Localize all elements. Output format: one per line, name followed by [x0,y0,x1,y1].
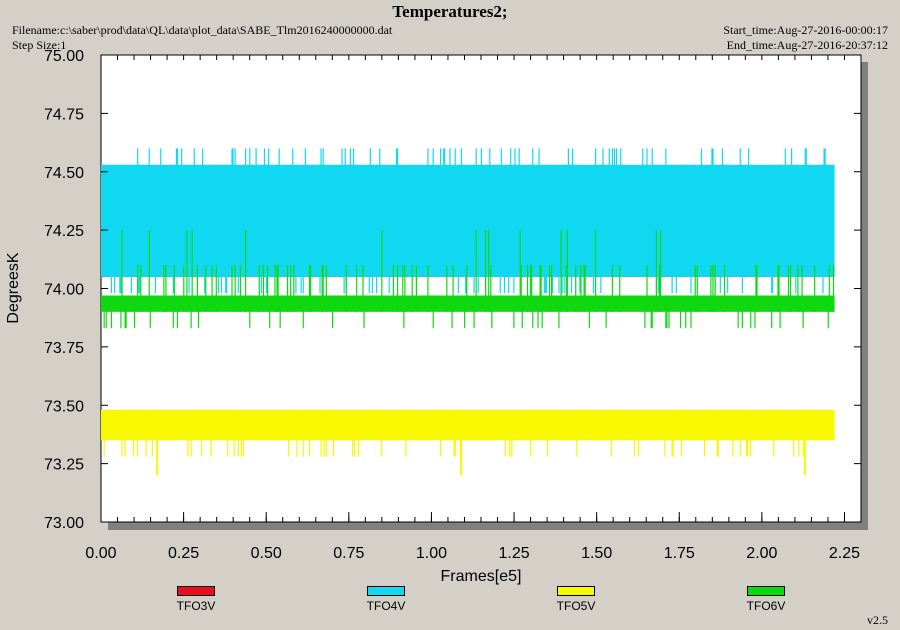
y-tick-label-0: 73.00 [44,515,84,532]
legend-swatch-tfo5v [557,586,595,596]
x-tick-label-8: 2.00 [746,545,777,562]
x-tick-label-0: 0.00 [85,545,116,562]
y-tick-label-6: 74.50 [44,165,84,182]
x-tick-label-2: 0.50 [251,545,282,562]
filename-label: Filename:c:\saber\prod\data\QL\data\plot… [12,23,393,37]
x-tick-label-9: 2.25 [829,545,860,562]
legend-item-tfo4v: TFO4V [346,586,426,613]
x-tick-label-4: 1.00 [416,545,447,562]
x-tick-label-5: 1.25 [498,545,529,562]
step-size-label: Step Size:1 [12,38,67,52]
x-axis-label: Frames[e5] [441,568,522,585]
series-band-tfo4v [101,164,835,277]
y-tick-label-5: 74.25 [44,223,84,240]
end-time-label: End_time:Aug-27-2016-20:37:12 [726,38,888,52]
x-tick-label-6: 1.50 [581,545,612,562]
y-tick-label-3: 73.75 [44,340,84,357]
x-tick-label-3: 0.75 [333,545,364,562]
y-tick-label-8: 75.00 [44,48,84,65]
legend-label-tfo5v: TFO5V [556,599,596,613]
legend-label-tfo4v: TFO4V [366,599,406,613]
series-tfo6v [101,230,835,329]
legend-label-tfo6v: TFO6V [746,599,786,613]
y-tick-label-1: 73.25 [44,457,84,474]
legend-swatch-tfo6v [747,586,785,596]
legend-item-tfo3v: TFO3V [156,586,236,613]
chart-title: Temperatures2; [392,2,508,21]
y-tick-label-7: 74.75 [44,106,84,123]
y-tick-label-4: 74.00 [44,282,84,299]
x-tick-label-7: 1.75 [664,545,695,562]
legend-swatch-tfo3v [177,586,215,596]
series-tfo5v [101,409,835,476]
legend-label-tfo3v: TFO3V [176,599,216,613]
start-time-label: Start_time:Aug-27-2016-00:00:17 [723,23,888,37]
series-band-tfo5v [101,409,835,441]
version-label: v2.5 [867,613,888,627]
legend-swatch-tfo4v [367,586,405,596]
legend-item-tfo6v: TFO6V [726,586,806,613]
legend-item-tfo5v: TFO5V [536,586,616,613]
data-layer [101,148,835,476]
x-tick-label-1: 0.25 [168,545,199,562]
y-tick-label-2: 73.50 [44,398,84,415]
axis-layer: 73.00 73.25 73.50 73.75 74.00 74.25 74.50 74.75… [44,48,861,562]
y-axis-label: DegreesK [5,252,22,323]
